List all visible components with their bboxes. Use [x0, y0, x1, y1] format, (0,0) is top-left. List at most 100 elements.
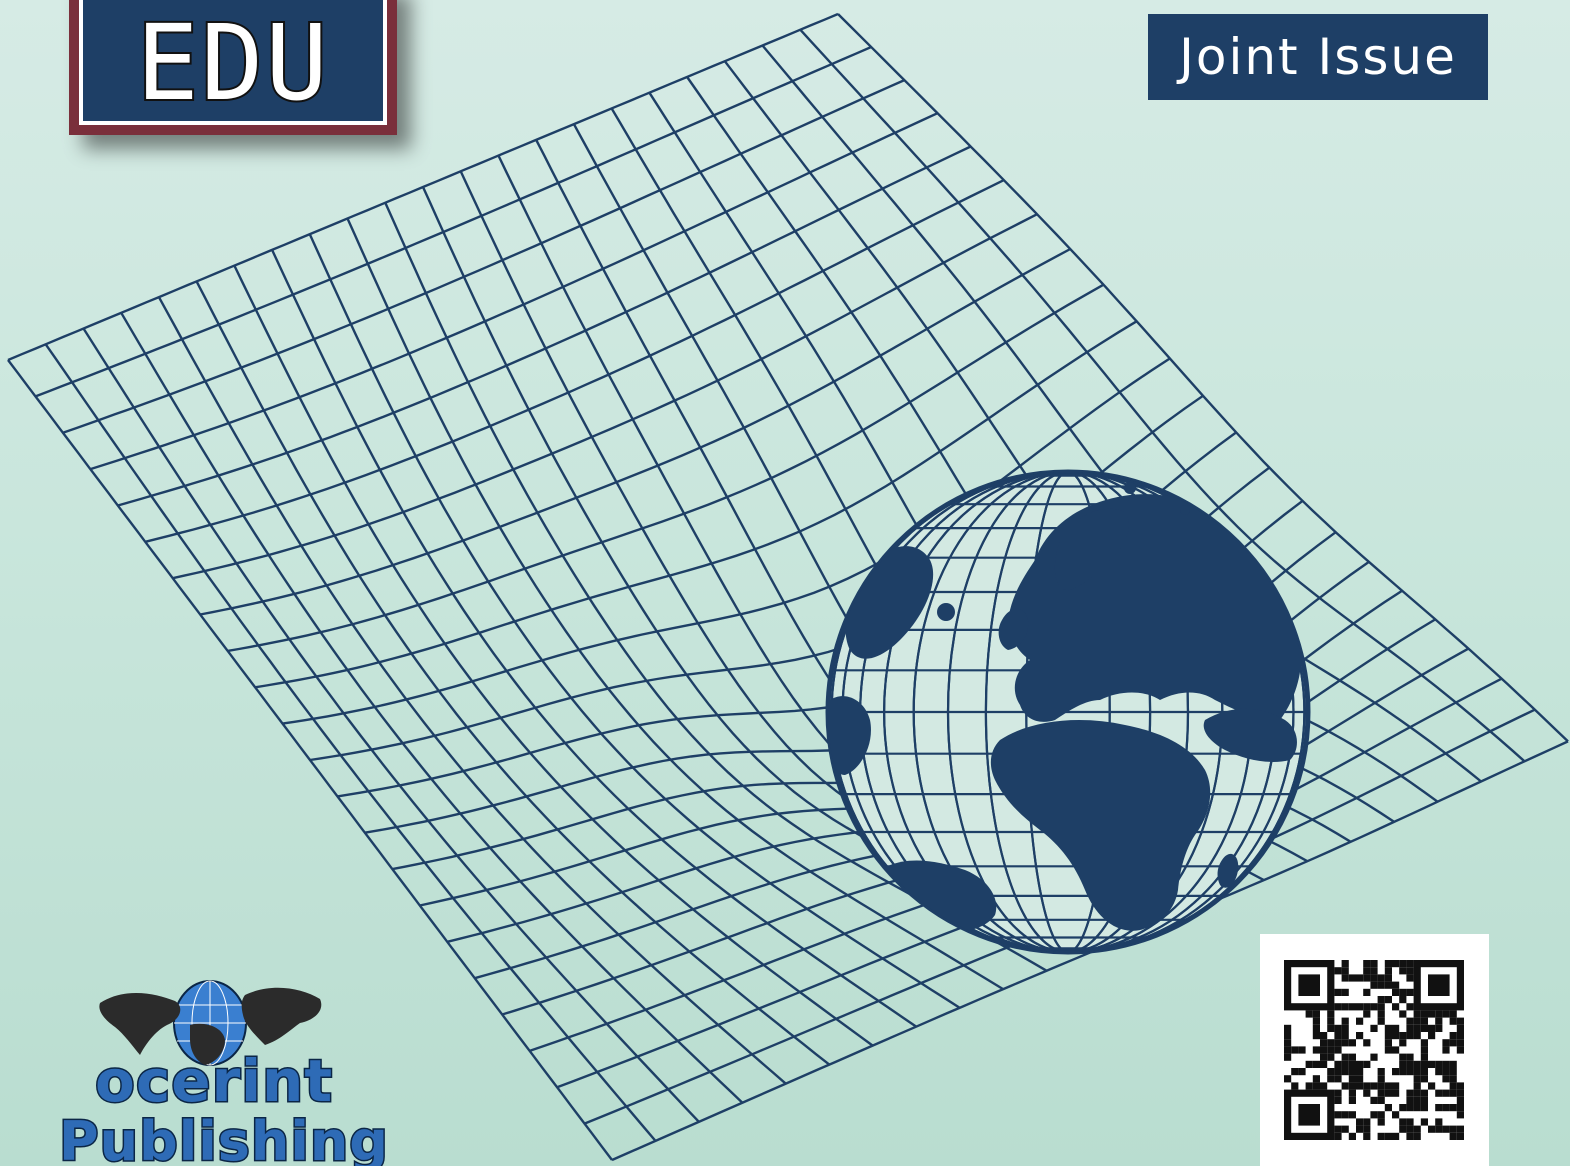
qr-module — [1406, 1104, 1414, 1112]
qr-module — [1363, 1060, 1371, 1068]
qr-module — [1392, 1132, 1400, 1140]
qr-module — [1341, 1017, 1349, 1025]
qr-module — [1284, 1024, 1292, 1032]
qr-module — [1413, 1082, 1421, 1090]
qr-module — [1406, 1053, 1414, 1061]
qr-module — [1334, 1132, 1342, 1140]
qr-module — [1435, 1060, 1443, 1068]
qr-module — [1377, 996, 1385, 1004]
qr-module — [1334, 1003, 1342, 1011]
qr-module — [1392, 1024, 1400, 1032]
qr-module — [1370, 967, 1378, 975]
qr-module — [1413, 1032, 1421, 1040]
qr-module — [1384, 1039, 1392, 1047]
qr-module — [1420, 1068, 1428, 1076]
qr-module — [1406, 1032, 1414, 1040]
qr-module — [1341, 1125, 1349, 1133]
qr-module — [1406, 960, 1414, 968]
publisher-logo: ocerint Publishing — [50, 975, 430, 1166]
qr-module — [1298, 1068, 1306, 1076]
qr-module — [1363, 974, 1371, 982]
qr-module — [1413, 1096, 1421, 1104]
qr-module — [1334, 1068, 1342, 1076]
qr-module — [1341, 1068, 1349, 1076]
qr-module — [1420, 1046, 1428, 1054]
qr-module — [1348, 974, 1356, 982]
qr-module — [1312, 1010, 1320, 1018]
qr-module — [1399, 988, 1407, 996]
qr-module — [1435, 1118, 1443, 1126]
qr-module — [1363, 960, 1371, 968]
qr-module — [1363, 1039, 1371, 1047]
qr-module — [1312, 1046, 1320, 1054]
qr-module — [1312, 1075, 1320, 1083]
qr-module — [1384, 1132, 1392, 1140]
qr-module — [1449, 1032, 1457, 1040]
qr-module — [1420, 1039, 1428, 1047]
qr-module — [1449, 1104, 1457, 1112]
qr-module — [1428, 1024, 1436, 1032]
qr-module — [1406, 988, 1414, 996]
qr-module — [1377, 1075, 1385, 1083]
qr-module — [1449, 1010, 1457, 1018]
qr-module — [1327, 1039, 1335, 1047]
qr-module — [1442, 1060, 1450, 1068]
qr-module — [1341, 1024, 1349, 1032]
qr-module — [1442, 1046, 1450, 1054]
qr-module — [1363, 1132, 1371, 1140]
publisher-subtitle: Publishing — [58, 1109, 390, 1166]
qr-module — [1456, 1024, 1464, 1032]
qr-module — [1420, 1010, 1428, 1018]
journal-logo: EDU — [69, 0, 397, 135]
qr-module — [1420, 1075, 1428, 1083]
qr-module — [1291, 1046, 1299, 1054]
qr-module — [1413, 1132, 1421, 1140]
qr-module — [1341, 1053, 1349, 1061]
qr-module — [1449, 1039, 1457, 1047]
qr-module — [1449, 1060, 1457, 1068]
qr-module — [1399, 1010, 1407, 1018]
qr-module — [1341, 1082, 1349, 1090]
qr-module — [1356, 1118, 1364, 1126]
qr-module — [1363, 967, 1371, 975]
qr-module — [1420, 1017, 1428, 1025]
qr-module — [1377, 1010, 1385, 1018]
qr-module — [1428, 1082, 1436, 1090]
qr-module — [1384, 981, 1392, 989]
qr-module — [1363, 988, 1371, 996]
qr-module — [1363, 1089, 1371, 1097]
qr-module — [1341, 967, 1349, 975]
qr-module — [1327, 1010, 1335, 1018]
qr-module — [1327, 1046, 1335, 1054]
qr-module — [1449, 1125, 1457, 1133]
qr-module — [1392, 981, 1400, 989]
globe-icon — [825, 469, 1311, 955]
qr-module — [1406, 1024, 1414, 1032]
mesh-line — [62, 79, 905, 434]
qr-module — [1348, 1003, 1356, 1011]
qr-module — [1341, 960, 1349, 968]
qr-module — [1406, 1089, 1414, 1097]
qr-module — [1392, 960, 1400, 968]
qr-module — [1341, 1032, 1349, 1040]
qr-module — [1356, 1125, 1364, 1133]
qr-module — [1399, 1039, 1407, 1047]
qr-module — [1442, 1010, 1450, 1018]
qr-module — [1413, 1010, 1421, 1018]
qr-module — [1384, 974, 1392, 982]
qr-module — [1406, 1096, 1414, 1104]
qr-module — [1341, 988, 1349, 996]
qr-module — [1356, 1017, 1364, 1025]
qr-module — [1413, 1060, 1421, 1068]
qr-module — [1435, 1104, 1443, 1112]
qr-module — [1420, 1118, 1428, 1126]
qr-module — [1377, 1017, 1385, 1025]
qr-module — [1327, 1075, 1335, 1083]
qr-module — [1384, 1046, 1392, 1054]
qr-module — [1413, 1104, 1421, 1112]
qr-module — [1456, 1046, 1464, 1054]
qr-module — [1442, 1125, 1450, 1133]
qr-module — [1420, 1060, 1428, 1068]
qr-module — [1320, 1053, 1328, 1061]
